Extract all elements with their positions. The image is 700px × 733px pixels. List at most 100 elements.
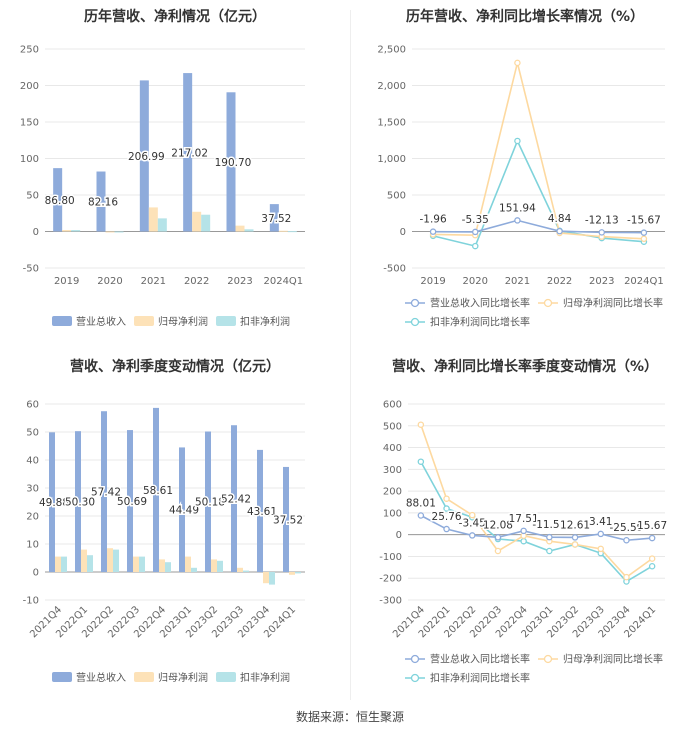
bar-2 [191, 567, 197, 572]
annual-growth-panel: 历年营收、净利同比增长率情况（%） -500 0 500 1,000 1,500 2,00… [350, 0, 700, 350]
series-line-2 [420, 461, 653, 583]
bar-1 [211, 559, 217, 572]
y-tick-label: 400 [383, 443, 402, 454]
bar-1 [105, 231, 115, 233]
chart-title-quarterly-revenue: 营收、净利季度变动情况（亿元） [70, 359, 280, 375]
y-tick-label: 40 [26, 456, 39, 467]
legend-label: 营业总收入 [76, 315, 126, 328]
y-tick-label: -200 [379, 574, 402, 585]
series-point-1 [417, 421, 425, 428]
legend-marker [410, 317, 420, 327]
legend-swatch [52, 672, 72, 682]
series-point-0 [571, 534, 579, 541]
bar-1 [81, 549, 87, 572]
bar-2 [157, 218, 167, 232]
series-point-2 [443, 505, 450, 512]
y-tick-label: 30 [26, 484, 39, 495]
series-line-1 [420, 424, 653, 579]
bar-2 [244, 229, 254, 232]
y-tick-label: 0 [33, 227, 39, 238]
y-tick-label: 0 [33, 568, 39, 579]
legend-label: 归母净利润 [158, 671, 208, 684]
y-tick-label: 500 [387, 191, 406, 202]
series-point-2 [546, 547, 553, 555]
series-point-0 [546, 533, 553, 541]
legend-marker [410, 298, 420, 308]
x-tick-label: 2023 [227, 276, 252, 287]
y-tick-label: 2,500 [377, 45, 406, 56]
data-source-note: 数据来源：恒生聚源 [295, 710, 404, 724]
data-label: 50.69 [117, 496, 147, 508]
data-label: 52.42 [221, 494, 251, 506]
bar-1 [237, 567, 243, 572]
y-tick-label: -50 [23, 264, 39, 275]
y-tick-label: 300 [383, 465, 402, 476]
series-point-0 [648, 534, 656, 542]
data-label: -5.35 [462, 214, 489, 226]
series-line-0 [433, 219, 644, 234]
y-tick-label: 60 [26, 400, 39, 411]
data-label: -25.59 [610, 522, 644, 534]
data-label: -1.96 [419, 214, 446, 226]
x-tick-label: 2022 [184, 276, 209, 287]
bar-2 [87, 555, 93, 572]
series-point-0 [417, 512, 425, 519]
quarterly-growth-panel: 营收、净利同比增长率季度变动情况（%） -300 -200 -100 0 100 200 3… [350, 350, 700, 700]
bar-1 [235, 225, 245, 232]
bar-0 [49, 432, 55, 572]
data-label: 50.30 [65, 497, 95, 509]
x-tick-label: 2019 [420, 276, 445, 287]
y-tick-label: 200 [383, 487, 402, 498]
series-line-0 [420, 514, 653, 542]
bar-2 [71, 230, 81, 232]
series-point-1 [640, 235, 648, 243]
y-tick-label: 2,000 [377, 81, 406, 92]
series-point-0 [429, 228, 437, 235]
data-label: 44.49 [169, 505, 199, 517]
data-label: 190.70 [215, 157, 252, 169]
legend-label: 扣非净利润 [240, 671, 290, 684]
bar-2 [114, 231, 124, 233]
y-tick-label: 0 [396, 530, 402, 541]
annual-growth-line-chart: -500 0 500 1,000 1,500 2,000 2,500 2019 2020 2021… [377, 45, 665, 329]
bar-1 [192, 211, 202, 232]
series-point-2 [520, 537, 527, 545]
bar-0 [75, 431, 81, 572]
data-label: 49.88 [39, 497, 69, 509]
data-label: 12.08 [483, 519, 513, 531]
bar-1 [62, 230, 72, 232]
bar-0 [96, 171, 106, 232]
series-point-1 [494, 547, 502, 555]
series-point-0 [640, 229, 648, 236]
series-point-0 [469, 532, 476, 539]
series-point-0 [598, 229, 605, 236]
legend-label: 扣非净利润同比增长率 [430, 672, 530, 685]
data-label: -12.13 [585, 214, 619, 226]
bar-0 [205, 431, 211, 572]
legend-marker [410, 673, 420, 683]
series-point-2 [417, 458, 425, 465]
data-label: 43.61 [247, 506, 277, 518]
legend-swatch [216, 672, 236, 682]
y-tick-label: -500 [383, 264, 406, 275]
bar-1 [107, 548, 113, 572]
y-tick-label: -100 [379, 552, 402, 563]
legend-label: 扣非净利润同比增长率 [430, 316, 530, 329]
bar-0 [179, 447, 185, 572]
x-tick-label: 2021 [505, 276, 530, 287]
y-tick-label: 250 [20, 45, 39, 56]
x-tick-label: 2024Q1 [624, 276, 664, 287]
x-tick-label: 2021 [141, 276, 166, 287]
bar-0 [283, 466, 289, 572]
legend-label: 营业总收入 [76, 671, 126, 684]
y-tick-label: 100 [20, 154, 39, 165]
data-label: 3.41 [589, 516, 612, 528]
y-tick-label: 150 [20, 118, 39, 129]
bar-1 [263, 572, 269, 584]
data-label: 82.16 [88, 197, 118, 209]
data-label: -15.67 [627, 215, 661, 227]
bar-0 [127, 430, 133, 572]
legend-swatch [134, 672, 154, 682]
legend-label: 归母净利润 [158, 315, 208, 328]
x-tick-label: 2023 [589, 276, 614, 287]
